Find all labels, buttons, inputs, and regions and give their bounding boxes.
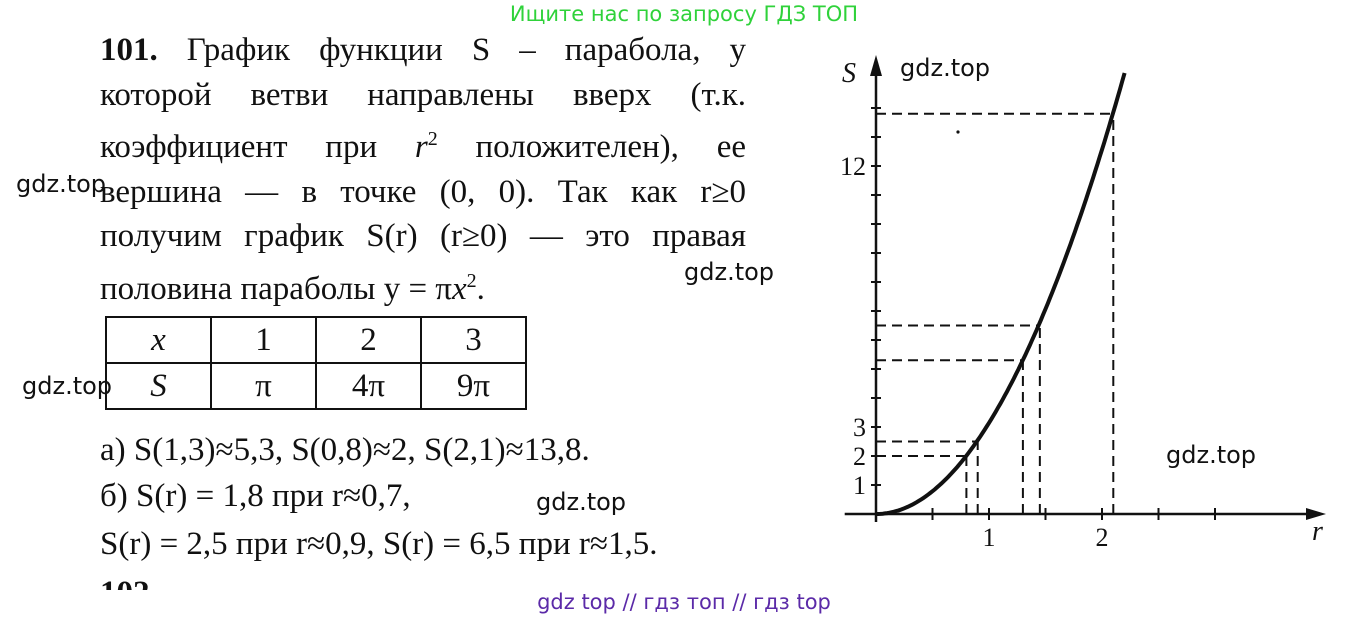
problem-line-6: половина параболы y = πx2.: [100, 269, 485, 307]
stray-dot: [956, 130, 960, 134]
next-problem-number-cut: 102: [100, 578, 150, 590]
x-tick-label: 1: [983, 523, 996, 552]
table-cell: 9π: [420, 362, 527, 410]
table-cell: S: [105, 362, 212, 410]
watermark-left-2: gdz.top: [22, 372, 113, 400]
problem-line-4: вершина — в точке (0, 0). Так как r≥0: [100, 173, 746, 210]
answer-a: а) S(1,3)≈5,3, S(0,8)≈2, S(2,1)≈13,8.: [100, 432, 590, 468]
x-axis-arrow: [1306, 508, 1326, 520]
table-cell: 4π: [315, 362, 422, 410]
parabola-curve: [876, 72, 1127, 516]
problem-text: 101. График функции S – парабола, у кото…: [100, 28, 746, 311]
problem-line-1: 101. График функции S – парабола, у: [100, 28, 746, 73]
y-axis-arrow: [870, 55, 882, 76]
x-tick-label: 2: [1096, 523, 1109, 552]
y-axis-label: S: [842, 58, 856, 89]
x-axis-label: r: [1312, 516, 1323, 547]
problem-number: 101.: [100, 32, 158, 68]
problem-line-5: получим график S(r) (r≥0) — это правая: [100, 218, 746, 254]
y-tick-label: 3: [853, 413, 866, 442]
answer-b-1: б) S(r) = 1,8 при r≈0,7,: [100, 478, 411, 514]
y-tick-label: 2: [853, 442, 866, 471]
problem-line-2: которой ветви направлены вверх (т.к.: [100, 76, 746, 113]
bottom-watermark-banner: gdz top // гдз топ // гдз top: [537, 590, 831, 614]
table-cell: π: [210, 362, 317, 410]
table-row: x 1 2 3: [105, 316, 527, 364]
table-cell: x: [105, 316, 212, 364]
table-row: S π 4π 9π: [105, 362, 527, 410]
watermark-graph-right: gdz.top: [1166, 441, 1257, 469]
values-table: x 1 2 3 S π 4π 9π: [105, 316, 527, 410]
table-cell: 3: [420, 316, 527, 364]
table-cell: 1: [210, 316, 317, 364]
y-tick-label: 1: [853, 471, 866, 500]
watermark-mid-1: gdz.top: [684, 258, 775, 286]
watermark-mid-2: gdz.top: [536, 488, 627, 516]
y-tick-label: 12: [840, 152, 866, 181]
answer-b-2: S(r) = 2,5 при r≈0,9, S(r) = 6,5 при r≈1…: [100, 526, 658, 562]
top-watermark-banner: Ищите нас по запросу ГДЗ ТОП: [509, 2, 859, 26]
watermark-left-1: gdz.top: [16, 170, 107, 198]
problem-line-1-text: График функции S – парабола, у: [186, 32, 747, 68]
problem-line-3: коэффициент при r2 положителен), ее: [100, 128, 746, 165]
watermark-graph-top: gdz.top: [900, 54, 991, 82]
table-cell: 2: [315, 316, 422, 364]
